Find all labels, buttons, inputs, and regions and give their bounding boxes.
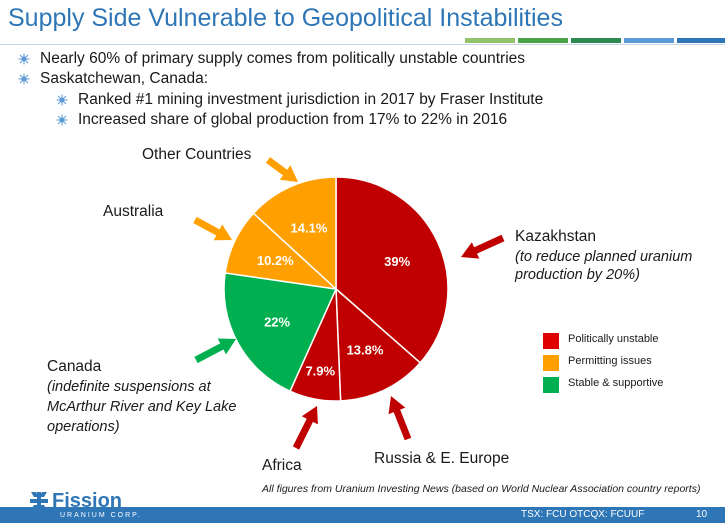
pie-label-australia: 10.2% xyxy=(257,253,294,268)
accent-bar-3 xyxy=(571,38,621,43)
legend-label-stable: Stable & supportive xyxy=(568,377,664,389)
pie-slice-canada xyxy=(223,272,338,393)
pie-slice-other-countries xyxy=(252,176,337,291)
legend-swatch-stable xyxy=(543,377,559,393)
legend-swatch-unstable xyxy=(543,333,559,349)
logo-subtitle: URANIUM CORP. xyxy=(60,512,142,519)
arrow-russia xyxy=(388,396,412,441)
bullet-3-text: Ranked #1 mining investment jurisdiction… xyxy=(78,91,544,108)
legend-label-unstable: Politically unstable xyxy=(568,333,659,345)
legend-swatch-permitting xyxy=(543,355,559,371)
slide-title: Supply Side Vulnerable to Geopolitical I… xyxy=(8,4,563,32)
bullet-4: Increased share of global production fro… xyxy=(56,111,508,129)
label-africa: Africa xyxy=(262,457,302,474)
footer-band xyxy=(0,507,725,523)
pie-slice-russia-e-europe xyxy=(335,287,422,402)
logo-wordmark: Fission xyxy=(52,490,123,512)
bullet-3: Ranked #1 mining investment jurisdiction… xyxy=(56,91,544,109)
bullet-star-icon xyxy=(18,73,30,85)
arrow-other-countries xyxy=(265,157,298,182)
bullet-1-text: Nearly 60% of primary supply comes from … xyxy=(40,50,526,67)
pie-label-africa: 7.9% xyxy=(305,363,335,378)
pie-label-other-countries: 14.1% xyxy=(291,220,328,235)
pie-label-kazakhstan: 39% xyxy=(384,254,410,269)
bullet-star-icon xyxy=(56,114,68,126)
pie-label-canada: 22% xyxy=(264,314,290,329)
accent-bar-4 xyxy=(624,38,674,43)
pie-label-russia-e-europe: 13.8% xyxy=(347,343,384,358)
arrow-canada xyxy=(194,338,236,364)
bullet-2-text: Saskatchewan, Canada: xyxy=(40,70,209,87)
label-kazakhstan-note-1: (to reduce planned uranium xyxy=(515,249,693,265)
accent-bar-1 xyxy=(465,38,515,43)
page-number: 10 xyxy=(696,509,708,520)
ticker-symbols: TSX: FCU OTCQX: FCUUF xyxy=(521,509,645,520)
accent-bar-5 xyxy=(677,38,725,43)
arrow-africa xyxy=(292,406,318,450)
arrow-australia xyxy=(193,216,232,241)
arrow-kazakhstan xyxy=(461,234,505,259)
bullet-1: Nearly 60% of primary supply comes from … xyxy=(18,50,526,68)
title-rule xyxy=(0,44,725,45)
bullet-star-icon xyxy=(56,94,68,106)
label-kazakhstan: Kazakhstan xyxy=(515,228,596,245)
label-canada-note-1: (indefinite suspensions at xyxy=(47,379,211,395)
bullet-2: Saskatchewan, Canada: xyxy=(18,70,209,88)
accent-bar-2 xyxy=(518,38,568,43)
label-canada-note-3: operations) xyxy=(47,419,120,435)
label-other-countries: Other Countries xyxy=(142,146,252,163)
bullet-4-text: Increased share of global production fro… xyxy=(78,111,508,128)
label-canada-note-2: McArthur River and Key Lake xyxy=(47,399,237,415)
source-footnote: All figures from Uranium Investing News … xyxy=(262,483,701,495)
label-russia: Russia & E. Europe xyxy=(374,450,510,467)
bullet-star-icon xyxy=(18,53,30,65)
pie-slice-kazakhstan xyxy=(335,176,449,364)
label-kazakhstan-note-2: production by 20%) xyxy=(515,267,640,283)
legend-label-permitting: Permitting issues xyxy=(568,355,652,367)
fission-logo-icon xyxy=(30,492,48,518)
label-australia: Australia xyxy=(103,203,164,220)
label-canada: Canada xyxy=(47,358,102,375)
